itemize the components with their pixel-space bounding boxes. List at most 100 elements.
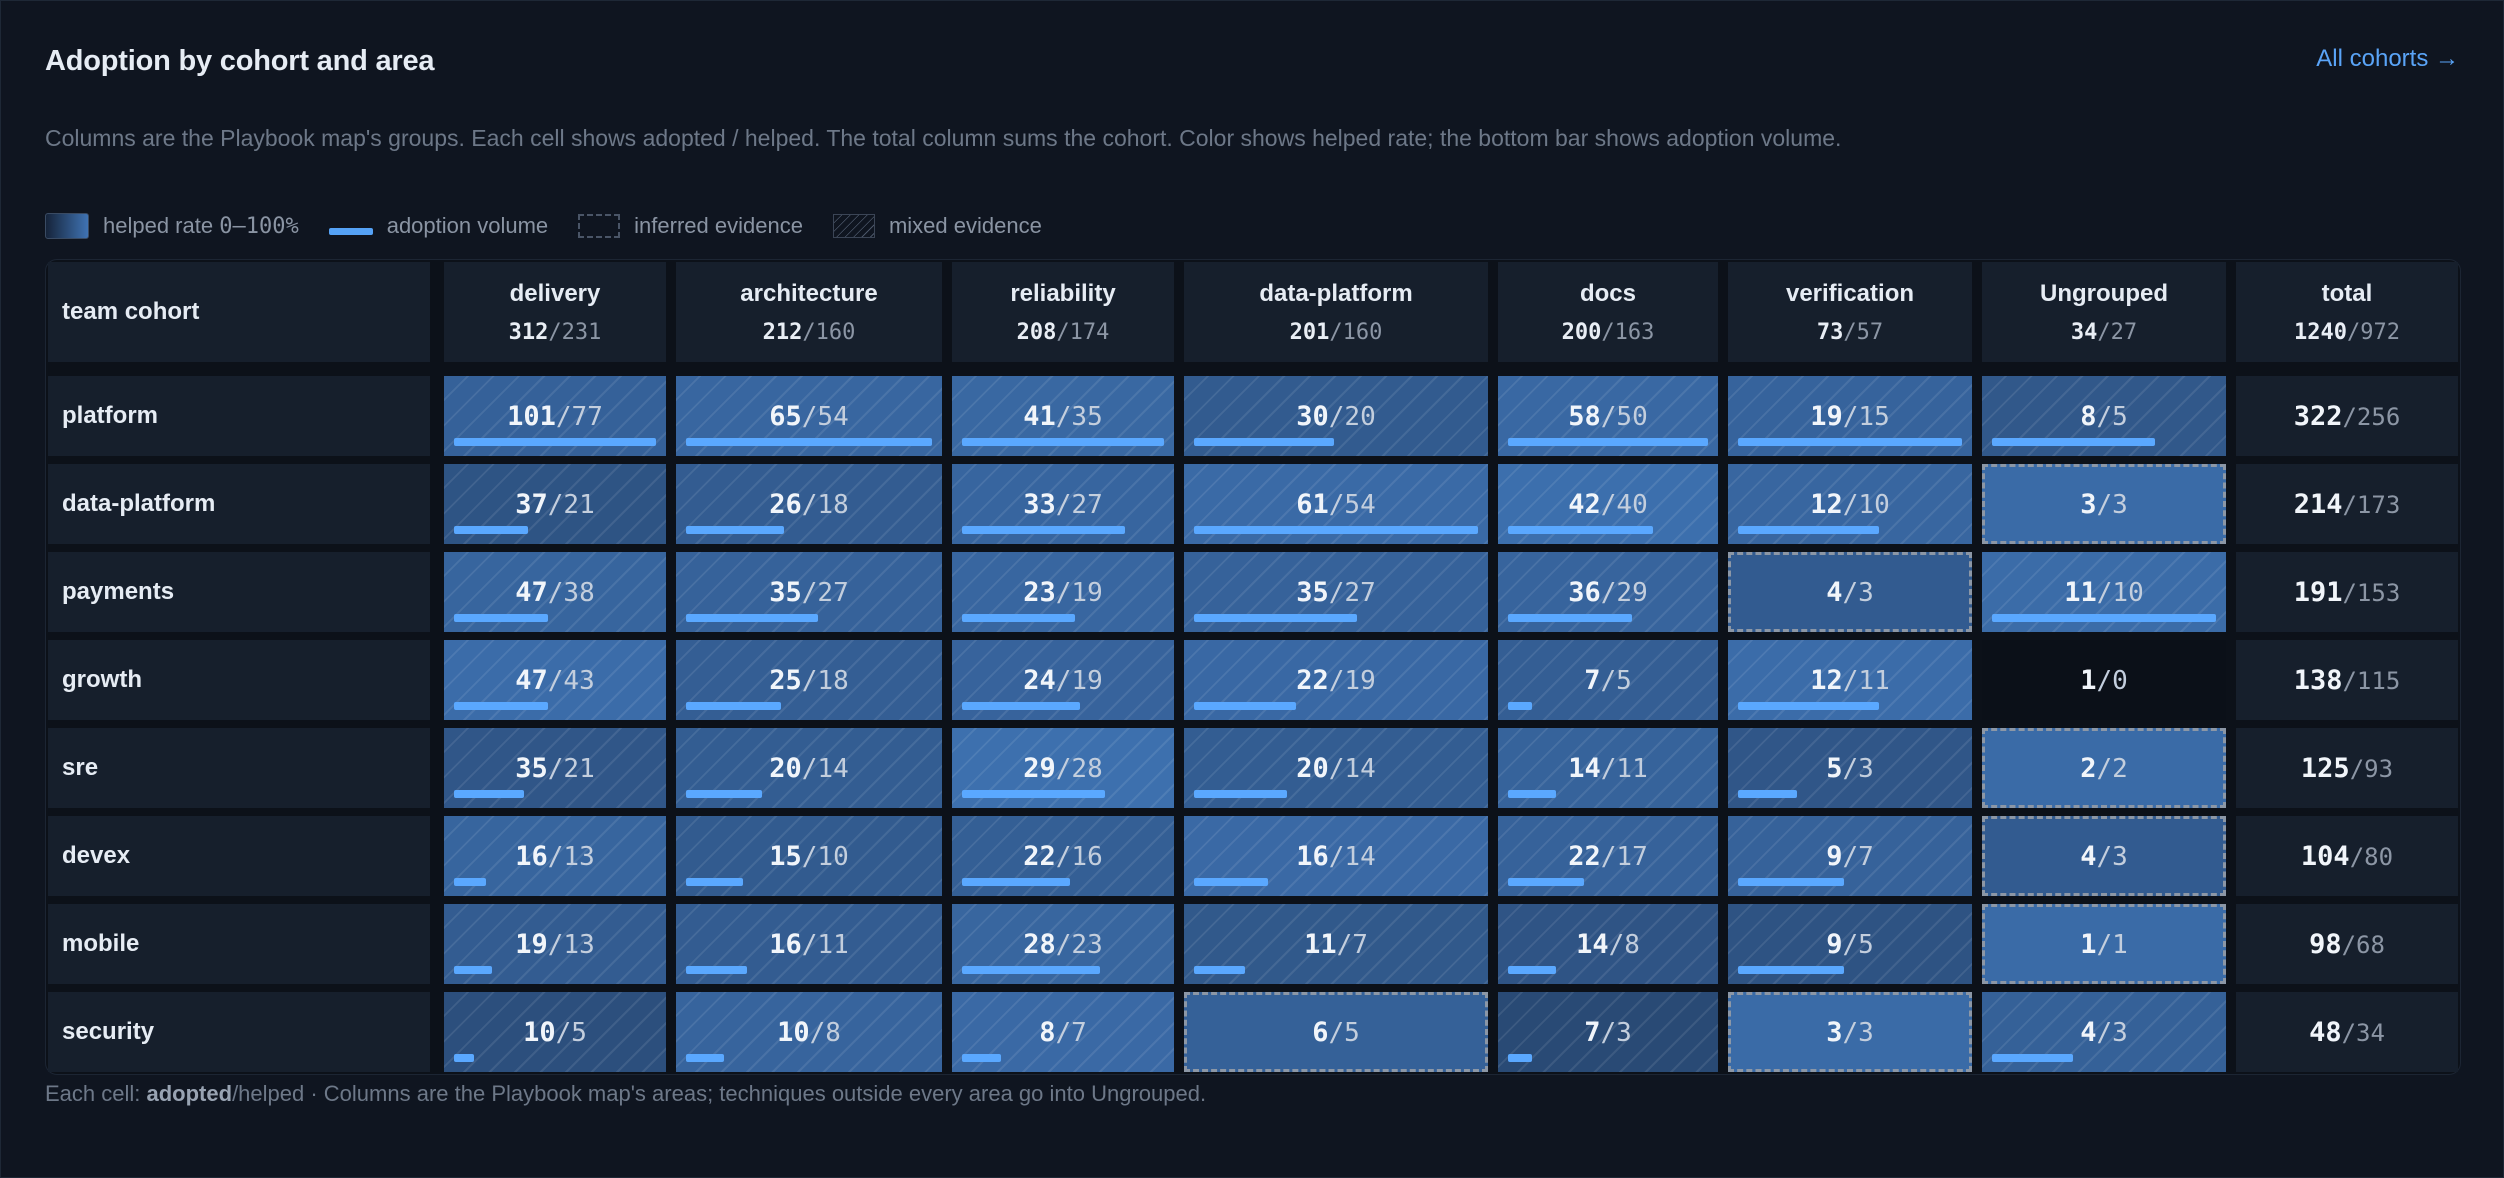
legend-helped-range: 0–100% (219, 213, 299, 239)
all-cohorts-link[interactable]: All cohorts → (2316, 45, 2459, 72)
cell-value-adopted: 9 (1826, 928, 1843, 960)
cell-value: 6/5 (1312, 1017, 1360, 1048)
cell-value: 9/7 (1826, 841, 1874, 872)
matrix-cell[interactable]: 14/11 (1498, 728, 1718, 808)
matrix-cell[interactable]: 8/7 (952, 992, 1174, 1072)
cell-value-adopted: 101 (507, 400, 556, 432)
adoption-volume-bar (1992, 438, 2155, 446)
matrix-cell[interactable]: 23/19 (952, 552, 1174, 632)
matrix-cell[interactable]: 35/27 (1184, 552, 1488, 632)
matrix-cell[interactable]: 41/35 (952, 376, 1174, 456)
cell-value: 3/3 (2080, 489, 2128, 520)
cell-value-helped: /15 (1842, 401, 1890, 432)
matrix-cell[interactable]: 61/54 (1184, 464, 1488, 544)
matrix-cell[interactable]: 47/38 (444, 552, 666, 632)
matrix-cell[interactable]: 20/14 (1184, 728, 1488, 808)
cell-value: 10/5 (523, 1017, 587, 1048)
matrix-cell[interactable]: 4/3 (1728, 552, 1972, 632)
matrix-cell[interactable]: 1/0 (1982, 640, 2226, 720)
cell-value-helped: /14 (1328, 753, 1376, 784)
matrix-cell[interactable]: 12/10 (1728, 464, 1972, 544)
cell-value-helped: /38 (547, 577, 595, 608)
matrix-cell[interactable]: 36/29 (1498, 552, 1718, 632)
matrix-cell[interactable]: 10/8 (676, 992, 942, 1072)
matrix-cell[interactable]: 26/18 (676, 464, 942, 544)
column-total-helped: /174 (1056, 319, 1110, 345)
matrix-cell[interactable]: 16/14 (1184, 816, 1488, 896)
matrix-cell[interactable]: 47/43 (444, 640, 666, 720)
matrix-cell[interactable]: 30/20 (1184, 376, 1488, 456)
matrix-cell[interactable]: 4/3 (1982, 816, 2226, 896)
row-label-payments: payments (48, 552, 430, 632)
matrix-cell[interactable]: 35/21 (444, 728, 666, 808)
adoption-volume-bar (686, 438, 932, 446)
matrix-cell[interactable]: 16/11 (676, 904, 942, 984)
cell-value: 26/18 (769, 489, 848, 520)
column-name: total (2321, 279, 2373, 307)
matrix-cell[interactable]: 8/5 (1982, 376, 2226, 456)
cell-value-adopted: 12 (1810, 664, 1843, 696)
cell-value: 19/13 (515, 929, 594, 960)
matrix-cell[interactable]: 12/11 (1728, 640, 1972, 720)
footer-prefix: Each cell: (45, 1081, 147, 1106)
matrix-cell[interactable]: 10/5 (444, 992, 666, 1072)
matrix-cell[interactable]: 22/19 (1184, 640, 1488, 720)
matrix-cell[interactable]: 9/5 (1728, 904, 1972, 984)
panel-title: Adoption by cohort and area (45, 45, 435, 77)
matrix-cell[interactable]: 24/19 (952, 640, 1174, 720)
matrix-cell[interactable]: 11/10 (1982, 552, 2226, 632)
matrix-cell[interactable]: 22/16 (952, 816, 1174, 896)
matrix-cell[interactable]: 19/15 (1728, 376, 1972, 456)
matrix-cell[interactable]: 25/18 (676, 640, 942, 720)
matrix-cell[interactable]: 7/3 (1498, 992, 1718, 1072)
matrix-cell[interactable]: 9/7 (1728, 816, 1972, 896)
matrix-cell[interactable]: 35/27 (676, 552, 942, 632)
column-total-adopted: 200 (1561, 319, 1602, 345)
matrix-cell[interactable]: 14/8 (1498, 904, 1718, 984)
matrix-cell[interactable]: 42/40 (1498, 464, 1718, 544)
cell-value: 7/3 (1584, 1017, 1632, 1048)
cell-value-adopted: 19 (1810, 400, 1843, 432)
matrix-cell[interactable]: 22/17 (1498, 816, 1718, 896)
cell-value: 41/35 (1023, 401, 1102, 432)
matrix-cell[interactable]: 1/1 (1982, 904, 2226, 984)
column-header-ungrouped: Ungrouped 34/27 (1982, 262, 2226, 362)
cell-value: 11/10 (2064, 577, 2143, 608)
matrix-cell[interactable]: 20/14 (676, 728, 942, 808)
matrix-cell[interactable]: 5/3 (1728, 728, 1972, 808)
matrix-cell[interactable]: 4/3 (1982, 992, 2226, 1072)
adoption-volume-bar (454, 878, 486, 886)
cell-value: 20/14 (769, 753, 848, 784)
matrix-cell[interactable]: 3/3 (1982, 464, 2226, 544)
row-total-value-helped: /68 (2341, 930, 2385, 959)
row-total-value-adopted: 322 (2293, 400, 2343, 432)
legend-adoption-volume: adoption volume (328, 213, 548, 239)
matrix-cell[interactable]: 37/21 (444, 464, 666, 544)
row-total-value: 125/93 (2301, 753, 2393, 784)
matrix-cell[interactable]: 28/23 (952, 904, 1174, 984)
matrix-cell[interactable]: 58/50 (1498, 376, 1718, 456)
row-total-value-helped: /256 (2342, 402, 2401, 431)
matrix-cell[interactable]: 33/27 (952, 464, 1174, 544)
adoption-volume-bar (1738, 702, 1879, 710)
corner-header: team cohort (48, 262, 430, 362)
matrix-cell[interactable]: 6/5 (1184, 992, 1488, 1072)
matrix-cell[interactable]: 11/7 (1184, 904, 1488, 984)
row-label-platform: platform (48, 376, 430, 456)
adoption-volume-bar (1508, 966, 1556, 974)
matrix-cell[interactable]: 29/28 (952, 728, 1174, 808)
matrix-cell[interactable]: 2/2 (1982, 728, 2226, 808)
adoption-volume-bar (1508, 526, 1653, 534)
cell-value: 22/17 (1568, 841, 1647, 872)
matrix-cell[interactable]: 101/77 (444, 376, 666, 456)
cell-value-helped: /7 (1842, 841, 1874, 872)
matrix-cell[interactable]: 16/13 (444, 816, 666, 896)
cell-value-helped: /11 (1842, 665, 1890, 696)
matrix-cell[interactable]: 3/3 (1728, 992, 1972, 1072)
cell-value: 30/20 (1296, 401, 1375, 432)
matrix-cell[interactable]: 7/5 (1498, 640, 1718, 720)
matrix-cell[interactable]: 19/13 (444, 904, 666, 984)
matrix-cell[interactable]: 65/54 (676, 376, 942, 456)
matrix-cell[interactable]: 15/10 (676, 816, 942, 896)
cell-value-adopted: 22 (1296, 664, 1329, 696)
